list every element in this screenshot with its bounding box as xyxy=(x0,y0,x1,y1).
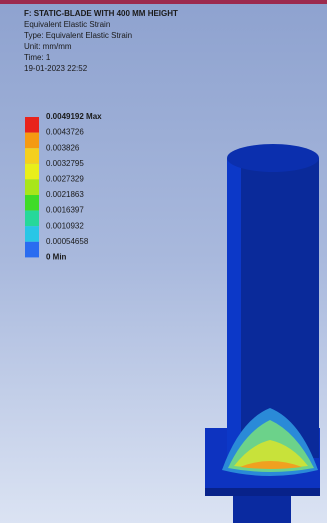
title: F: STATIC-BLADE WITH 400 MM HEIGHT xyxy=(24,9,178,18)
legend-label: 0.00054658 xyxy=(46,237,89,246)
legend-swatch xyxy=(25,242,39,258)
legend-swatch xyxy=(25,195,39,211)
legend-swatch xyxy=(25,164,39,180)
legend-label: 0 Min xyxy=(46,253,67,262)
plate-edge xyxy=(205,488,320,496)
header-line: Equivalent Elastic Strain xyxy=(24,20,110,29)
legend-label: 0.0021863 xyxy=(46,190,84,199)
legend-label: 0.0049192 Max xyxy=(46,112,102,121)
top-bar xyxy=(0,0,327,4)
blade-highlight xyxy=(227,158,241,458)
legend-swatch xyxy=(25,117,39,133)
legend: 0.0049192 Max 0.0043726 0.003826 0.0032795 0… xyxy=(25,112,102,261)
legend-label: 0.0010932 xyxy=(46,221,84,230)
viewport: F: STATIC-BLADE WITH 400 MM HEIGHT Equiv… xyxy=(0,0,327,523)
header-line: Type: Equivalent Elastic Strain xyxy=(24,31,132,40)
legend-swatch xyxy=(25,133,39,149)
legend-label: 0.0043726 xyxy=(46,128,84,137)
legend-swatch xyxy=(25,179,39,195)
model xyxy=(205,144,320,523)
header-lines: Equivalent Elastic Strain Type: Equivalen… xyxy=(24,20,132,73)
header-line: Unit: mm/mm xyxy=(24,42,72,51)
blade-top xyxy=(227,144,319,172)
header-line: Time: 1 xyxy=(24,53,51,62)
header-line: 19-01-2023 22:52 xyxy=(24,64,88,73)
scene: F: STATIC-BLADE WITH 400 MM HEIGHT Equiv… xyxy=(0,0,327,523)
legend-label: 0.0027329 xyxy=(46,175,84,184)
legend-label: 0.003826 xyxy=(46,143,80,152)
legend-swatch xyxy=(25,226,39,242)
legend-label: 0.0032795 xyxy=(46,159,84,168)
legend-label: 0.0016397 xyxy=(46,206,84,215)
legend-swatch xyxy=(25,211,39,227)
legend-swatch xyxy=(25,148,39,164)
